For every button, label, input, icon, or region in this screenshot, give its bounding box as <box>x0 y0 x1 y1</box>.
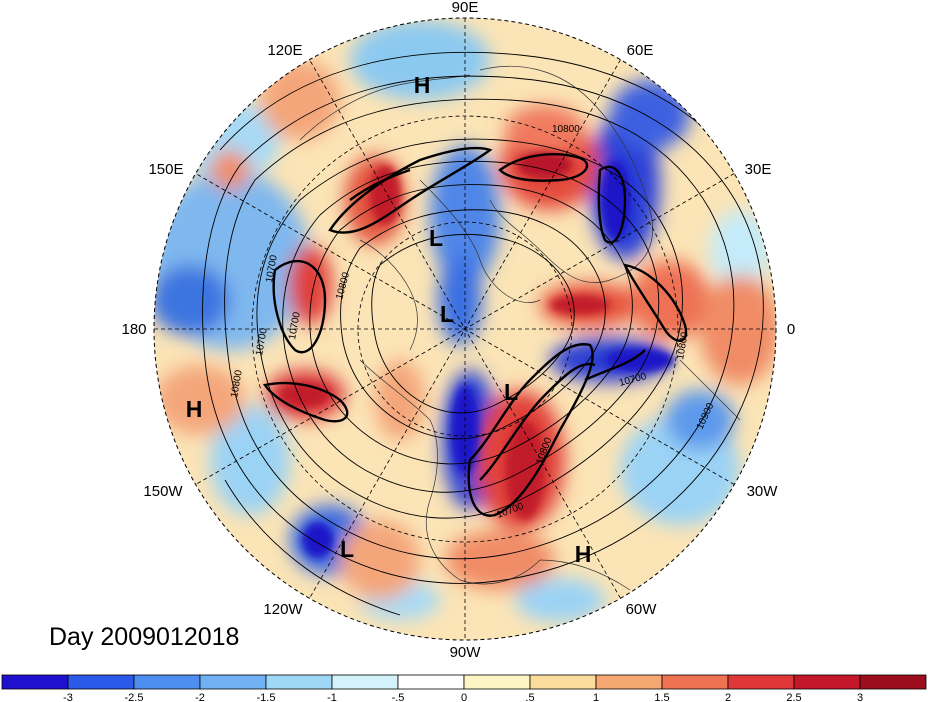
map-boundary <box>153 17 777 641</box>
colorbar-box <box>133 674 201 690</box>
colorbar-tick-label: 0 <box>461 692 467 702</box>
colorbar-tick-label: -1.5 <box>257 692 276 702</box>
high-pressure-label: H <box>414 72 431 98</box>
date-label: Day 2009012018 <box>49 623 239 651</box>
colorbar-tick-label: .5 <box>525 692 534 702</box>
contour-label: 10700 <box>254 327 270 357</box>
lon-label-150e: 150E <box>148 161 183 178</box>
colorbar-boxes <box>1 674 927 690</box>
colorbar-box <box>529 674 597 690</box>
lon-label-60e: 60E <box>627 42 654 59</box>
height-contours <box>202 51 764 616</box>
colorbar-box <box>595 674 663 690</box>
low-pressure-label: L <box>504 379 518 405</box>
colorbar-box <box>67 674 135 690</box>
colorbar-box <box>397 674 465 690</box>
lon-label-30e: 30E <box>745 161 772 178</box>
lon-label-180: 180 <box>121 321 146 338</box>
high-pressure-label: H <box>575 541 592 567</box>
contour-label: 10700 <box>264 254 280 284</box>
colorbar-box <box>1 674 69 690</box>
coastlines <box>299 65 741 591</box>
colorbar-box <box>463 674 531 690</box>
lon-label-120e: 120E <box>267 42 302 59</box>
contour-label: 10800 <box>552 124 580 135</box>
lon-label-0: 0 <box>787 321 795 338</box>
jet-contours <box>263 146 688 517</box>
colorbar-box <box>199 674 267 690</box>
lon-label-30w: 30W <box>747 483 779 500</box>
colorbar-tick-label: 3 <box>857 692 863 702</box>
colorbar-tick-label: 1 <box>593 692 599 702</box>
colorbar-tick-label: 2.5 <box>786 692 801 702</box>
colorbar-tick-label: -2.5 <box>125 692 144 702</box>
colorbar-tick-label: -2 <box>195 692 205 702</box>
low-pressure-label: L <box>440 301 454 327</box>
colorbar-box <box>727 674 795 690</box>
colorbar-box <box>265 674 333 690</box>
colorbar-tick-label: 1.5 <box>654 692 669 702</box>
contour-label: 10700 <box>287 311 303 341</box>
contour-label: 10800 <box>675 331 691 361</box>
colorbar-box <box>793 674 861 690</box>
low-pressure-label: L <box>340 536 354 562</box>
colorbar: -3 -2.5 -2 -1.5 -1 -.5 0 .5 1 1.5 2 2.5 3 <box>1 674 927 702</box>
graticule <box>154 18 776 640</box>
colorbar-box <box>331 674 399 690</box>
colorbar-box <box>661 674 729 690</box>
lon-label-90e: 90E <box>452 0 479 16</box>
colorbar-box <box>859 674 927 690</box>
low-pressure-label: L <box>429 225 443 251</box>
colorbar-tick-label: -3 <box>63 692 73 702</box>
lon-label-60w: 60W <box>626 601 658 618</box>
contour-label: 10800 <box>229 369 245 399</box>
pressure-center-labels: H H H L L L L <box>186 72 592 567</box>
high-pressure-label: H <box>186 396 203 422</box>
longitude-labels: 90E 60E 30E 0 30W 60W 90W 120W 150W 180 … <box>121 0 795 661</box>
colorbar-tick-label: -1 <box>327 692 337 702</box>
colorbar-tick-label: -.5 <box>392 692 405 702</box>
colorbar-tick-label: 2 <box>725 692 731 702</box>
colorbar-tick-labels: -3 -2.5 -2 -1.5 -1 -.5 0 .5 1 1.5 2 2.5 3 <box>63 692 863 702</box>
lon-label-120w: 120W <box>263 601 303 618</box>
lon-label-150w: 150W <box>143 483 183 500</box>
lon-label-90w: 90W <box>450 644 482 661</box>
